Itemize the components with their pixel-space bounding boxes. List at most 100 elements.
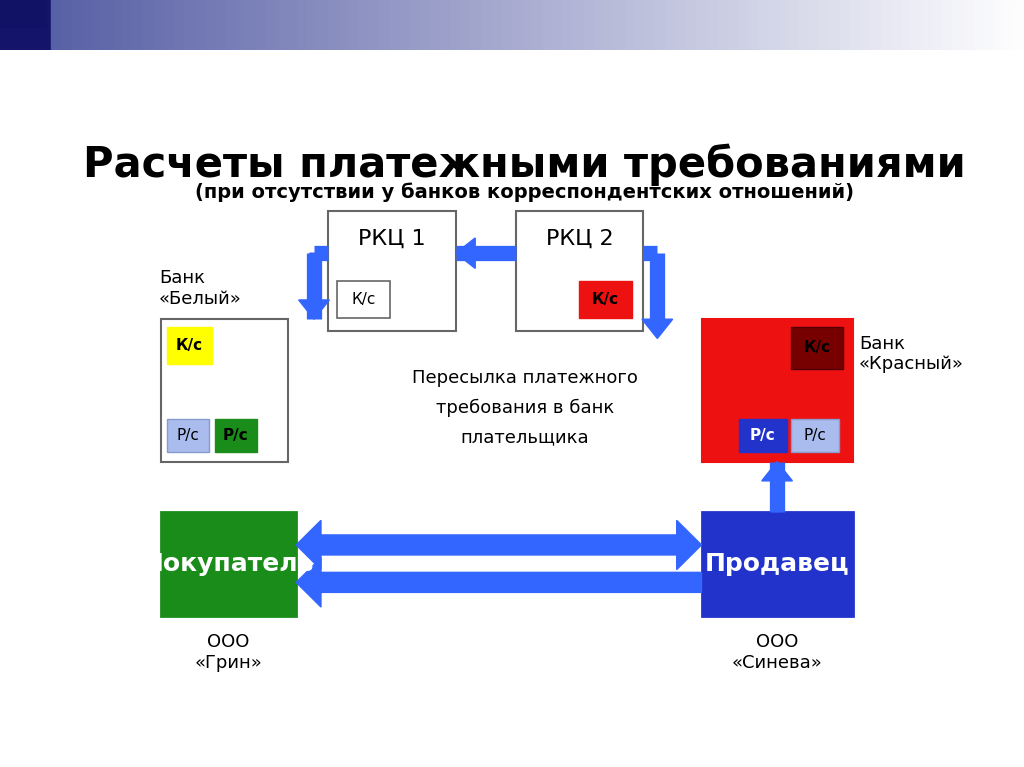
- Bar: [748, 0, 758, 50]
- Bar: [276, 0, 287, 50]
- Text: Расчеты платежными требованиями: Расчеты платежными требованиями: [83, 144, 967, 186]
- Bar: [266, 0, 276, 50]
- Polygon shape: [299, 253, 330, 319]
- Bar: [167, 327, 212, 364]
- Bar: [337, 281, 390, 318]
- Text: Р/с: Р/с: [176, 428, 199, 443]
- Bar: [901, 0, 911, 50]
- Bar: [655, 0, 666, 50]
- Bar: [481, 0, 492, 50]
- Bar: [707, 0, 717, 50]
- Bar: [51, 0, 61, 50]
- Bar: [515, 212, 643, 331]
- Bar: [614, 0, 625, 50]
- Bar: [932, 0, 942, 50]
- Bar: [553, 0, 563, 50]
- Bar: [594, 0, 604, 50]
- Bar: [973, 0, 983, 50]
- Bar: [161, 319, 289, 462]
- Bar: [379, 0, 389, 50]
- Bar: [154, 0, 164, 50]
- Text: Пересылка платежного
требования в банк
плательщика: Пересылка платежного требования в банк п…: [412, 370, 638, 446]
- Bar: [328, 0, 338, 50]
- Text: ООО
«Грин»: ООО «Грин»: [195, 634, 262, 672]
- Bar: [922, 0, 932, 50]
- Text: Р/с: Р/с: [750, 428, 775, 443]
- Bar: [10, 0, 20, 50]
- Bar: [174, 0, 184, 50]
- Bar: [256, 0, 266, 50]
- Bar: [61, 0, 72, 50]
- Text: Р/с: Р/с: [803, 428, 826, 443]
- Bar: [348, 0, 358, 50]
- Bar: [167, 420, 209, 452]
- Bar: [143, 0, 154, 50]
- Polygon shape: [762, 462, 793, 512]
- Bar: [246, 0, 256, 50]
- Bar: [82, 0, 92, 50]
- Bar: [778, 0, 788, 50]
- Bar: [369, 0, 379, 50]
- Bar: [215, 420, 257, 452]
- Bar: [72, 0, 82, 50]
- Bar: [492, 0, 502, 50]
- Text: ООО
«Синева»: ООО «Синева»: [731, 634, 822, 672]
- Bar: [543, 0, 553, 50]
- Bar: [850, 0, 860, 50]
- Bar: [696, 0, 707, 50]
- Bar: [451, 0, 461, 50]
- Bar: [31, 0, 41, 50]
- Bar: [891, 0, 901, 50]
- Bar: [20, 0, 31, 50]
- Bar: [102, 0, 113, 50]
- Bar: [215, 0, 225, 50]
- Bar: [410, 0, 420, 50]
- Bar: [870, 0, 881, 50]
- Bar: [584, 0, 594, 50]
- Text: Банк
«Красный»: Банк «Красный»: [859, 334, 964, 374]
- Bar: [1004, 0, 1014, 50]
- Bar: [195, 0, 205, 50]
- Bar: [440, 0, 451, 50]
- Bar: [184, 0, 195, 50]
- Bar: [983, 0, 993, 50]
- Bar: [512, 0, 522, 50]
- Bar: [317, 0, 328, 50]
- Bar: [993, 0, 1004, 50]
- Bar: [430, 0, 440, 50]
- Bar: [502, 0, 512, 50]
- Bar: [738, 420, 786, 452]
- Bar: [41, 0, 51, 50]
- Bar: [952, 0, 963, 50]
- Bar: [809, 0, 819, 50]
- Bar: [0, 0, 10, 50]
- Polygon shape: [296, 520, 701, 570]
- Bar: [799, 0, 809, 50]
- Text: Р/с: Р/с: [223, 428, 249, 443]
- Text: РКЦ 1: РКЦ 1: [358, 229, 426, 249]
- Bar: [522, 0, 532, 50]
- Bar: [963, 0, 973, 50]
- Bar: [133, 0, 143, 50]
- Text: К/с: К/с: [804, 341, 830, 355]
- Bar: [645, 0, 655, 50]
- Bar: [791, 420, 839, 452]
- Bar: [328, 212, 456, 331]
- Bar: [389, 0, 399, 50]
- Bar: [840, 0, 850, 50]
- Bar: [604, 0, 614, 50]
- Text: К/с: К/с: [176, 338, 203, 353]
- Text: К/с: К/с: [592, 291, 618, 307]
- Bar: [791, 327, 844, 369]
- Bar: [676, 0, 686, 50]
- Bar: [911, 0, 922, 50]
- Bar: [788, 0, 799, 50]
- Text: (при отсутствии у банков корреспондентских отношений): (при отсутствии у банков корреспондентск…: [196, 183, 854, 202]
- Bar: [471, 0, 481, 50]
- Bar: [727, 0, 737, 50]
- Bar: [113, 0, 123, 50]
- Bar: [666, 0, 676, 50]
- Bar: [92, 0, 102, 50]
- Bar: [297, 0, 307, 50]
- Bar: [1014, 0, 1024, 50]
